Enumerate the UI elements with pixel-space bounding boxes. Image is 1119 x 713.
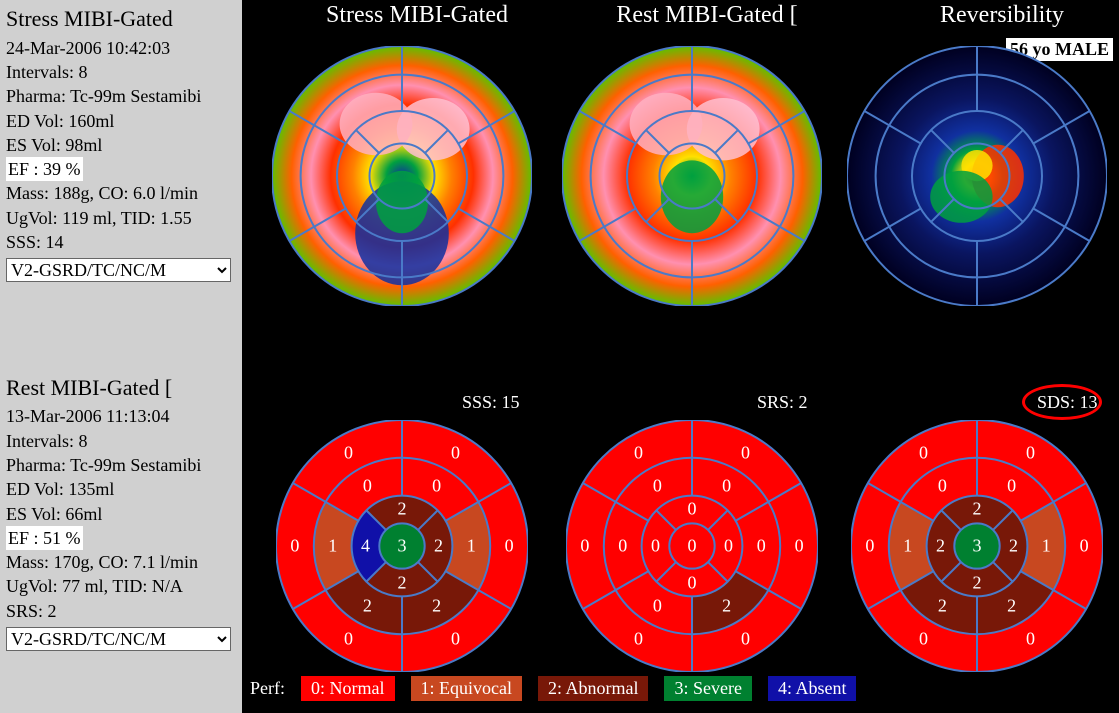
legend-item-4: 4: Absent [768,676,857,701]
legend-item-3: 3: Severe [664,676,751,701]
stress-edvol: ED Vol: 160ml [6,109,236,133]
polar-top-2 [847,46,1107,306]
rest-mass: Mass: 170g, CO: 7.1 l/min [6,550,236,574]
stress-ef: EF : 39 % [6,157,83,181]
legend-item-1: 1: Equivocal [411,676,522,701]
srs-score: SRS: 2 [757,392,808,413]
polar-bottom-2: 00000001221022223 [851,420,1103,672]
stress-panel: Stress MIBI-Gated 24-Mar-2006 10:42:03 I… [6,4,236,283]
col-header-stress: Stress MIBI-Gated [292,2,542,29]
stress-datetime: 24-Mar-2006 10:42:03 [6,36,236,60]
sidebar: Stress MIBI-Gated 24-Mar-2006 10:42:03 I… [0,0,242,713]
stress-sss: SSS: 14 [6,230,236,254]
polar-top-1 [562,46,822,306]
polar-top-0 [272,46,532,306]
main-view: Stress MIBI-Gated Rest MIBI-Gated [ Reve… [242,0,1119,713]
stress-esvol: ES Vol: 98ml [6,133,236,157]
stress-title: Stress MIBI-Gated [6,4,236,34]
perfusion-legend: Perf: 0: Normal 1: Equivocal 2: Abnormal 3:… [250,676,856,701]
polar-bottom-1: 00000000200000000 [566,420,818,672]
stress-ugvol: UgVol: 119 ml, TID: 1.55 [6,206,236,230]
rest-ugvol: UgVol: 77 ml, TID: N/A [6,574,236,598]
col-header-rest: Rest MIBI-Gated [ [582,2,832,29]
legend-item-0: 0: Normal [301,676,395,701]
rest-datetime: 13-Mar-2006 11:13:04 [6,404,236,428]
stress-dropdown[interactable]: V2-GSRD/TC/NC/M [6,258,231,282]
rest-esvol: ES Vol: 66ml [6,502,236,526]
sds-highlight-circle [1022,384,1102,420]
stress-mass: Mass: 188g, CO: 6.0 l/min [6,181,236,205]
rest-pharma: Pharma: Tc-99m Sestamibi [6,453,236,477]
stress-pharma: Pharma: Tc-99m Sestamibi [6,84,236,108]
polar-bottom-0: 00000001221022423 [276,420,528,672]
stress-intervals: Intervals: 8 [6,60,236,84]
rest-edvol: ED Vol: 135ml [6,477,236,501]
rest-ef: EF : 51 % [6,526,83,550]
legend-label: Perf: [250,678,285,699]
rest-dropdown[interactable]: V2-GSRD/TC/NC/M [6,627,231,651]
sss-score: SSS: 15 [462,392,520,413]
rest-intervals: Intervals: 8 [6,429,236,453]
rest-srs: SRS: 2 [6,599,236,623]
rest-title: Rest MIBI-Gated [ [6,373,236,403]
rest-panel: Rest MIBI-Gated [ 13-Mar-2006 11:13:04 I… [6,373,236,652]
legend-item-2: 2: Abnormal [538,676,649,701]
col-header-rev: Reversibility [892,2,1112,29]
